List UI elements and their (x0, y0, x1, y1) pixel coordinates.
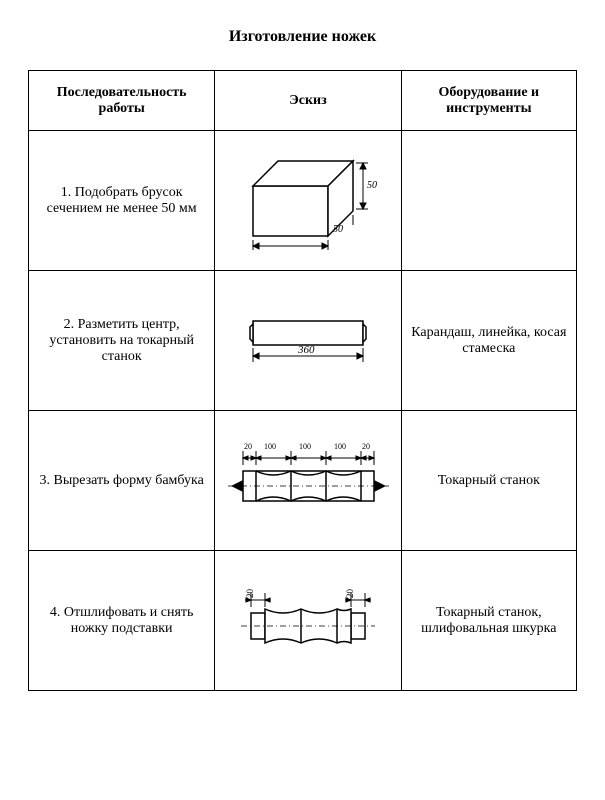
sketch-cell: 50 50 (215, 131, 401, 271)
end-dim-right: 20 (345, 588, 355, 598)
table-header-row: Последовательность работы Эскиз Оборудов… (29, 71, 577, 131)
tools-text: Токарный станок, шлифовальная шкурка (401, 551, 576, 691)
tools-text: Токарный станок (401, 411, 576, 551)
final-sketch-icon: 20 20 (223, 571, 393, 671)
page-title: Изготовление ножек (28, 28, 577, 46)
seg1: 100 (264, 442, 276, 451)
page: Изготовление ножек Последовательность ра… (0, 0, 605, 711)
seg4: 20 (362, 442, 370, 451)
dim-h: 50 (367, 180, 377, 191)
block-sketch-icon: 50 50 (233, 146, 383, 256)
sketch-cell: 20 100 100 100 20 (215, 411, 401, 551)
tools-text (401, 131, 576, 271)
bar-sketch-icon: 360 (228, 296, 388, 386)
step-text: 2. Разметить центр, установить на токарн… (29, 271, 215, 411)
seg0: 20 (244, 442, 252, 451)
process-table: Последовательность работы Эскиз Оборудов… (28, 70, 577, 691)
dim-length: 360 (297, 344, 315, 356)
sketch-cell: 20 20 (215, 551, 401, 691)
table-row: 4. Отшлифовать и снять ножку подставки (29, 551, 577, 691)
header-tools: Оборудование и инструменты (401, 71, 576, 131)
table-row: 3. Вырезать форму бамбука (29, 411, 577, 551)
header-sketch: Эскиз (215, 71, 401, 131)
step-text: 1. Подобрать брусок сечением не менее 50… (29, 131, 215, 271)
step-text: 4. Отшлифовать и снять ножку подставки (29, 551, 215, 691)
seg2: 100 (299, 442, 311, 451)
table-row: 2. Разметить центр, установить на токарн… (29, 271, 577, 411)
seg3: 100 (334, 442, 346, 451)
end-dim-left: 20 (245, 588, 255, 598)
bamboo-sketch-icon: 20 100 100 100 20 (223, 431, 393, 531)
step-text: 3. Вырезать форму бамбука (29, 411, 215, 551)
table-row: 1. Подобрать брусок сечением не менее 50… (29, 131, 577, 271)
sketch-cell: 360 (215, 271, 401, 411)
tools-text: Карандаш, линейка, косая стамеска (401, 271, 576, 411)
header-sequence: Последовательность работы (29, 71, 215, 131)
dim-w: 50 (333, 224, 343, 235)
